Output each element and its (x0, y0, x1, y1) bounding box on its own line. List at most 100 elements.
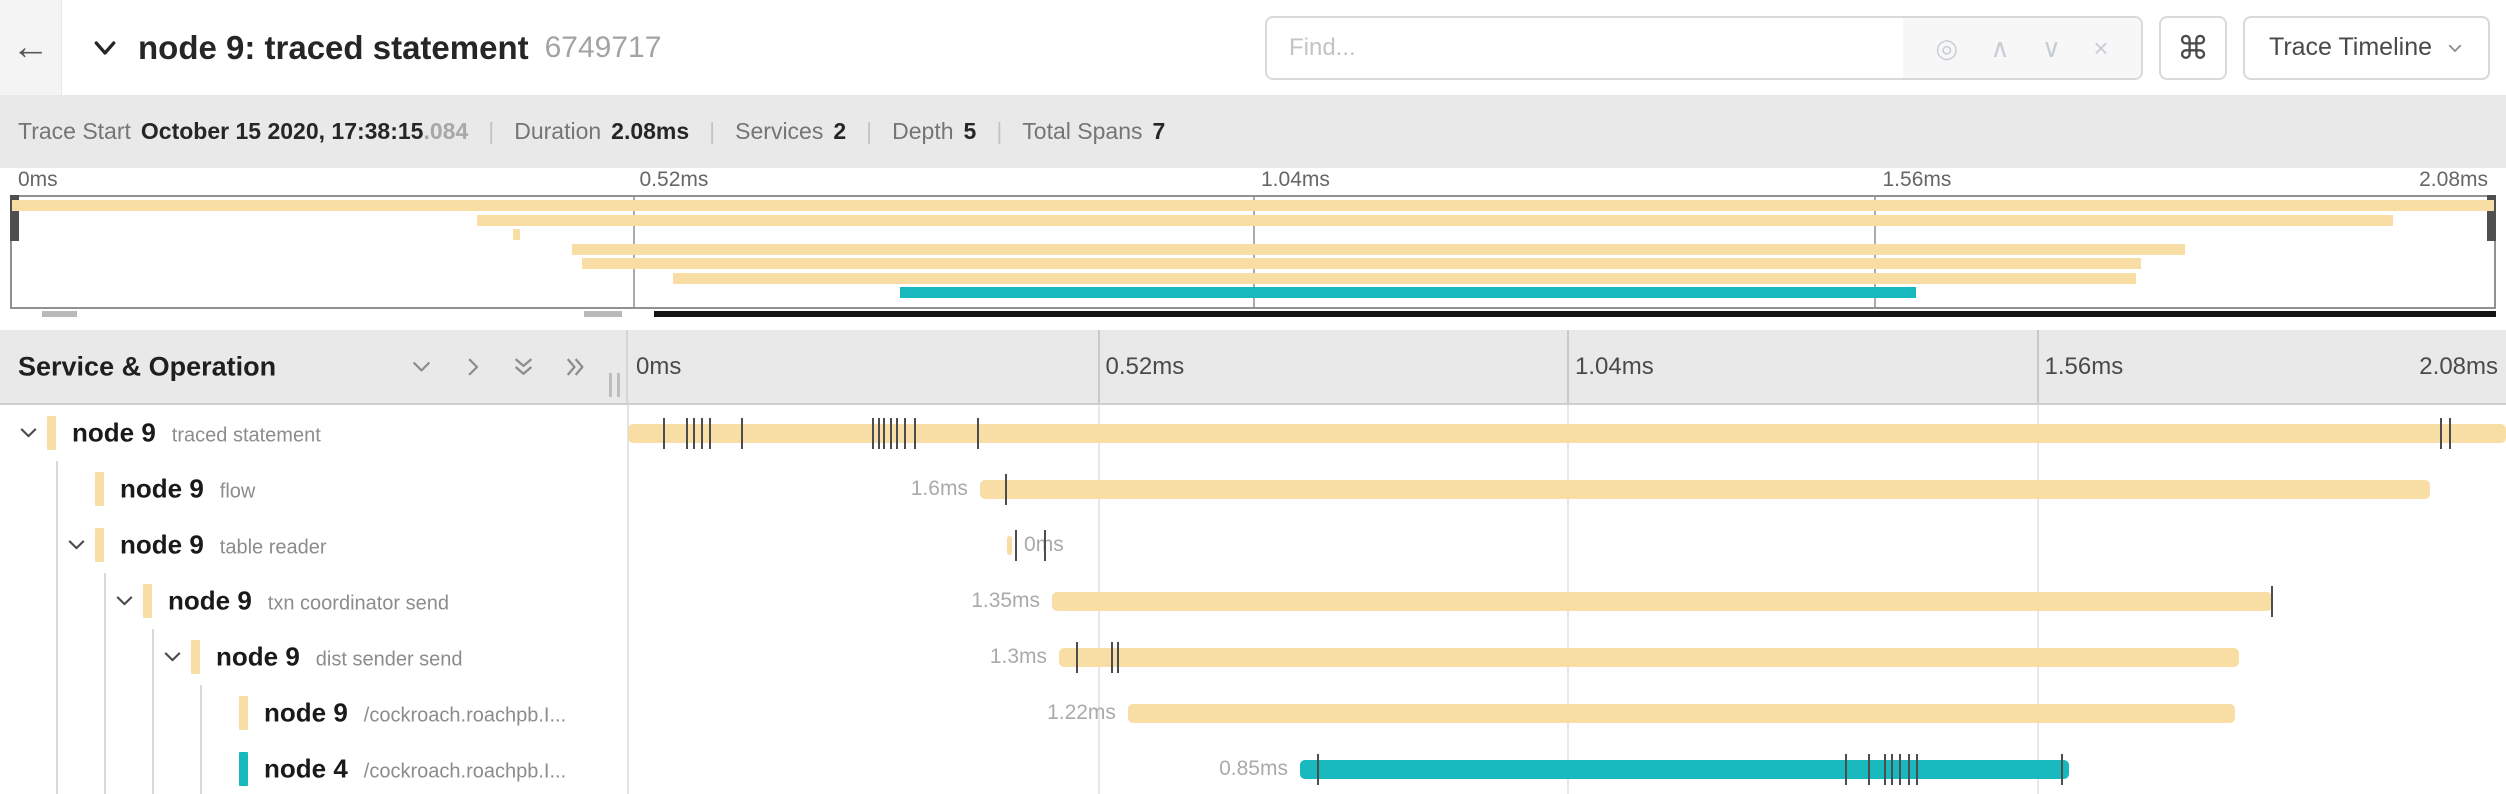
span-bar[interactable] (1059, 648, 2239, 667)
span-log-tick (2061, 754, 2064, 785)
info-separator: | (866, 118, 873, 144)
back-arrow-icon: ← (11, 26, 50, 68)
span-name-cell[interactable]: node 9 traced statement (0, 405, 628, 461)
span-name-cell[interactable]: node 9/cockroach.roachpb.I... (0, 685, 628, 741)
span-log-tick (692, 418, 695, 449)
span-name-cell[interactable]: node 9 flow (0, 461, 628, 517)
span-name: node 9 traced statement (72, 418, 321, 449)
minimap-span-bar (512, 229, 520, 240)
span-expander-chevron-icon[interactable] (112, 589, 137, 614)
span-bar[interactable] (1299, 760, 2069, 779)
span-expander-chevron-icon[interactable] (16, 421, 41, 446)
column-resizer-grip[interactable] (609, 373, 620, 397)
span-log-tick (663, 418, 666, 449)
span-name: node 9/cockroach.roachpb.I... (264, 698, 566, 729)
span-timeline-cell[interactable]: 1.3ms (628, 629, 2506, 685)
operation-name: /cockroach.roachpb.I... (363, 760, 567, 783)
scrollbar-track-dark[interactable] (653, 311, 2496, 317)
summary-label: Trace Start (18, 118, 131, 144)
service-name: node 9 (120, 529, 204, 560)
span-timeline-cell[interactable]: 0.85ms (628, 741, 2506, 794)
span-color-indicator (95, 528, 104, 562)
service-operation-header: Service & Operation (18, 351, 277, 381)
span-duration-label: 1.35ms (971, 589, 1041, 612)
span-name: node 9 txn coordinator send (168, 586, 449, 617)
span-timeline-cell[interactable]: 0ms (628, 517, 2506, 573)
tree-guide (104, 741, 106, 794)
span-name-cell[interactable]: node 9 txn coordinator send (0, 573, 628, 629)
span-row[interactable]: node 9 dist sender send 1.3ms (0, 629, 2506, 685)
span-timeline-cell[interactable]: 1.22ms (628, 685, 2506, 741)
span-expander-chevron-icon[interactable] (160, 645, 185, 670)
operation-name: traced statement (171, 424, 321, 447)
timeline-axis-header: 0ms 0.52ms 1.04ms 1.56ms 2.08ms (628, 330, 2506, 403)
tree-guide (56, 741, 58, 794)
span-row[interactable]: node 9 traced statement (0, 405, 2506, 461)
span-bar[interactable] (1006, 536, 1013, 555)
tree-guide (56, 685, 58, 741)
span-bar[interactable] (628, 424, 2506, 443)
span-color-indicator (143, 584, 152, 618)
service-name: node 9 (168, 585, 252, 616)
span-row[interactable]: node 9 txn coordinator send 1.35ms (0, 573, 2506, 629)
view-selector-button[interactable]: Trace Timeline (2242, 15, 2490, 80)
span-name-cell[interactable]: node 9 table reader (0, 517, 628, 573)
find-input[interactable] (1266, 17, 1903, 78)
back-button[interactable]: ← (0, 0, 62, 95)
next-result-icon[interactable]: ∨ (2041, 32, 2061, 63)
span-row[interactable]: node 4/cockroach.roachpb.I... 0.85ms (0, 741, 2506, 794)
minimap-scrubber-right[interactable] (2487, 195, 2496, 241)
collapse-one-icon[interactable] (408, 353, 435, 380)
info-separator: | (709, 118, 716, 144)
scrollbar-handle[interactable] (584, 311, 622, 317)
minimap-canvas[interactable] (10, 195, 2496, 309)
collapse-all-icon[interactable] (510, 353, 537, 380)
span-expander-chevron-icon[interactable] (64, 533, 89, 558)
prev-result-icon[interactable]: ∧ (1990, 32, 2010, 63)
find-tools: ◎ ∧ ∨ × (1902, 17, 2141, 78)
span-row[interactable]: node 9 flow 1.6ms (0, 461, 2506, 517)
page-title: node 9: traced statement (138, 28, 529, 66)
span-log-tick (700, 418, 703, 449)
span-log-tick (2440, 418, 2443, 449)
trace-collapse-chevron-icon[interactable] (90, 33, 120, 63)
span-timeline-cell[interactable] (628, 405, 2506, 461)
summary-value: October 15 2020, 17:38:15.084 (140, 118, 469, 144)
service-name: node 9 (216, 641, 300, 672)
span-log-tick (1005, 474, 1008, 505)
tree-guide (152, 741, 154, 794)
span-log-tick (977, 418, 980, 449)
minimap-scrollbar[interactable] (10, 311, 2496, 317)
tree-guide (104, 629, 106, 685)
operation-name: /cockroach.roachpb.I... (363, 704, 567, 727)
span-bar[interactable] (1052, 592, 2272, 611)
scrollbar-handle[interactable] (42, 311, 78, 317)
service-operation-header-cell: Service & Operation (0, 330, 628, 403)
minimap-scrubber-left[interactable] (10, 195, 19, 241)
tree-guide (152, 685, 154, 741)
span-row[interactable]: node 9/cockroach.roachpb.I... 1.22ms (0, 685, 2506, 741)
span-log-tick (904, 418, 906, 449)
focus-match-icon[interactable]: ◎ (1935, 32, 1959, 63)
info-separator: | (996, 118, 1003, 144)
timeline-minimap: 0ms 0.52ms 1.04ms 1.56ms 2.08ms (0, 168, 2506, 330)
keyboard-shortcuts-button[interactable]: ⌘ (2158, 15, 2227, 80)
span-timeline-cell[interactable]: 1.6ms (628, 461, 2506, 517)
span-log-tick (1883, 754, 1886, 785)
page-header: ← node 9: traced statement 6749717 ◎ ∧ ∨… (0, 0, 2506, 95)
minimap-span-bar (900, 287, 1917, 298)
span-bar[interactable] (979, 480, 2430, 499)
span-timeline-cell[interactable]: 1.35ms (628, 573, 2506, 629)
clear-search-icon[interactable]: × (2093, 32, 2109, 63)
axis-gridline (1567, 330, 1569, 403)
header-controls: ◎ ∧ ∨ × ⌘ Trace Timeline (1264, 15, 2490, 80)
operation-name: table reader (219, 536, 327, 559)
span-name-cell[interactable]: node 9 dist sender send (0, 629, 628, 685)
span-row[interactable]: node 9 table reader 0ms (0, 517, 2506, 573)
expand-one-icon[interactable] (459, 353, 486, 380)
span-bar[interactable] (1127, 704, 2235, 723)
expand-all-icon[interactable] (561, 353, 588, 380)
trace-id: 6749717 (544, 30, 662, 64)
span-name-cell[interactable]: node 4/cockroach.roachpb.I... (0, 741, 628, 794)
